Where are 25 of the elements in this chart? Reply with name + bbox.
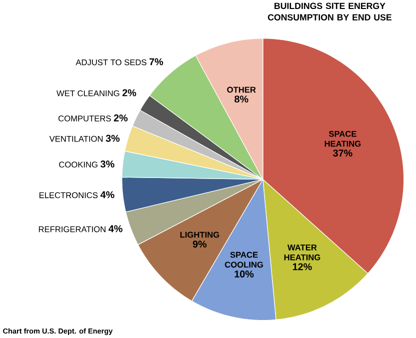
slice-label: WATER HEATING <box>284 244 320 260</box>
slice-label: LIGHTING <box>180 232 220 238</box>
data-label: 37% <box>333 150 352 157</box>
data-label: 10% <box>234 270 254 278</box>
data-label: 3% <box>100 160 114 168</box>
slice-label: SPACE COOLING <box>224 252 263 268</box>
slice-label: REFRIGERATION <box>38 226 106 232</box>
slice-label: WET CLEANING <box>56 90 120 96</box>
data-label: 3% <box>106 134 120 142</box>
chart-title: BUILDINGS SITE ENERGY CONSUMPTION BY END USE <box>268 2 392 21</box>
data-label: 4% <box>100 191 114 198</box>
data-label: 9% <box>192 240 207 248</box>
data-label: 4% <box>108 225 122 232</box>
slice-label: ELECTRONICS <box>39 192 98 198</box>
data-label: 2% <box>122 89 136 96</box>
slice-label: ADJUST TO SEDS <box>76 59 146 66</box>
slice-label: COMPUTERS <box>58 116 111 122</box>
data-label: 2% <box>114 114 128 122</box>
data-label: 12% <box>292 263 312 270</box>
slice-label: OTHER <box>227 86 256 93</box>
slice-label: SPACE HEATING <box>324 130 361 147</box>
slice-label: COOKING <box>59 162 98 168</box>
data-label: 8% <box>234 96 248 103</box>
slice-label: VENTILATION <box>49 136 103 142</box>
data-label: 7% <box>149 58 164 66</box>
